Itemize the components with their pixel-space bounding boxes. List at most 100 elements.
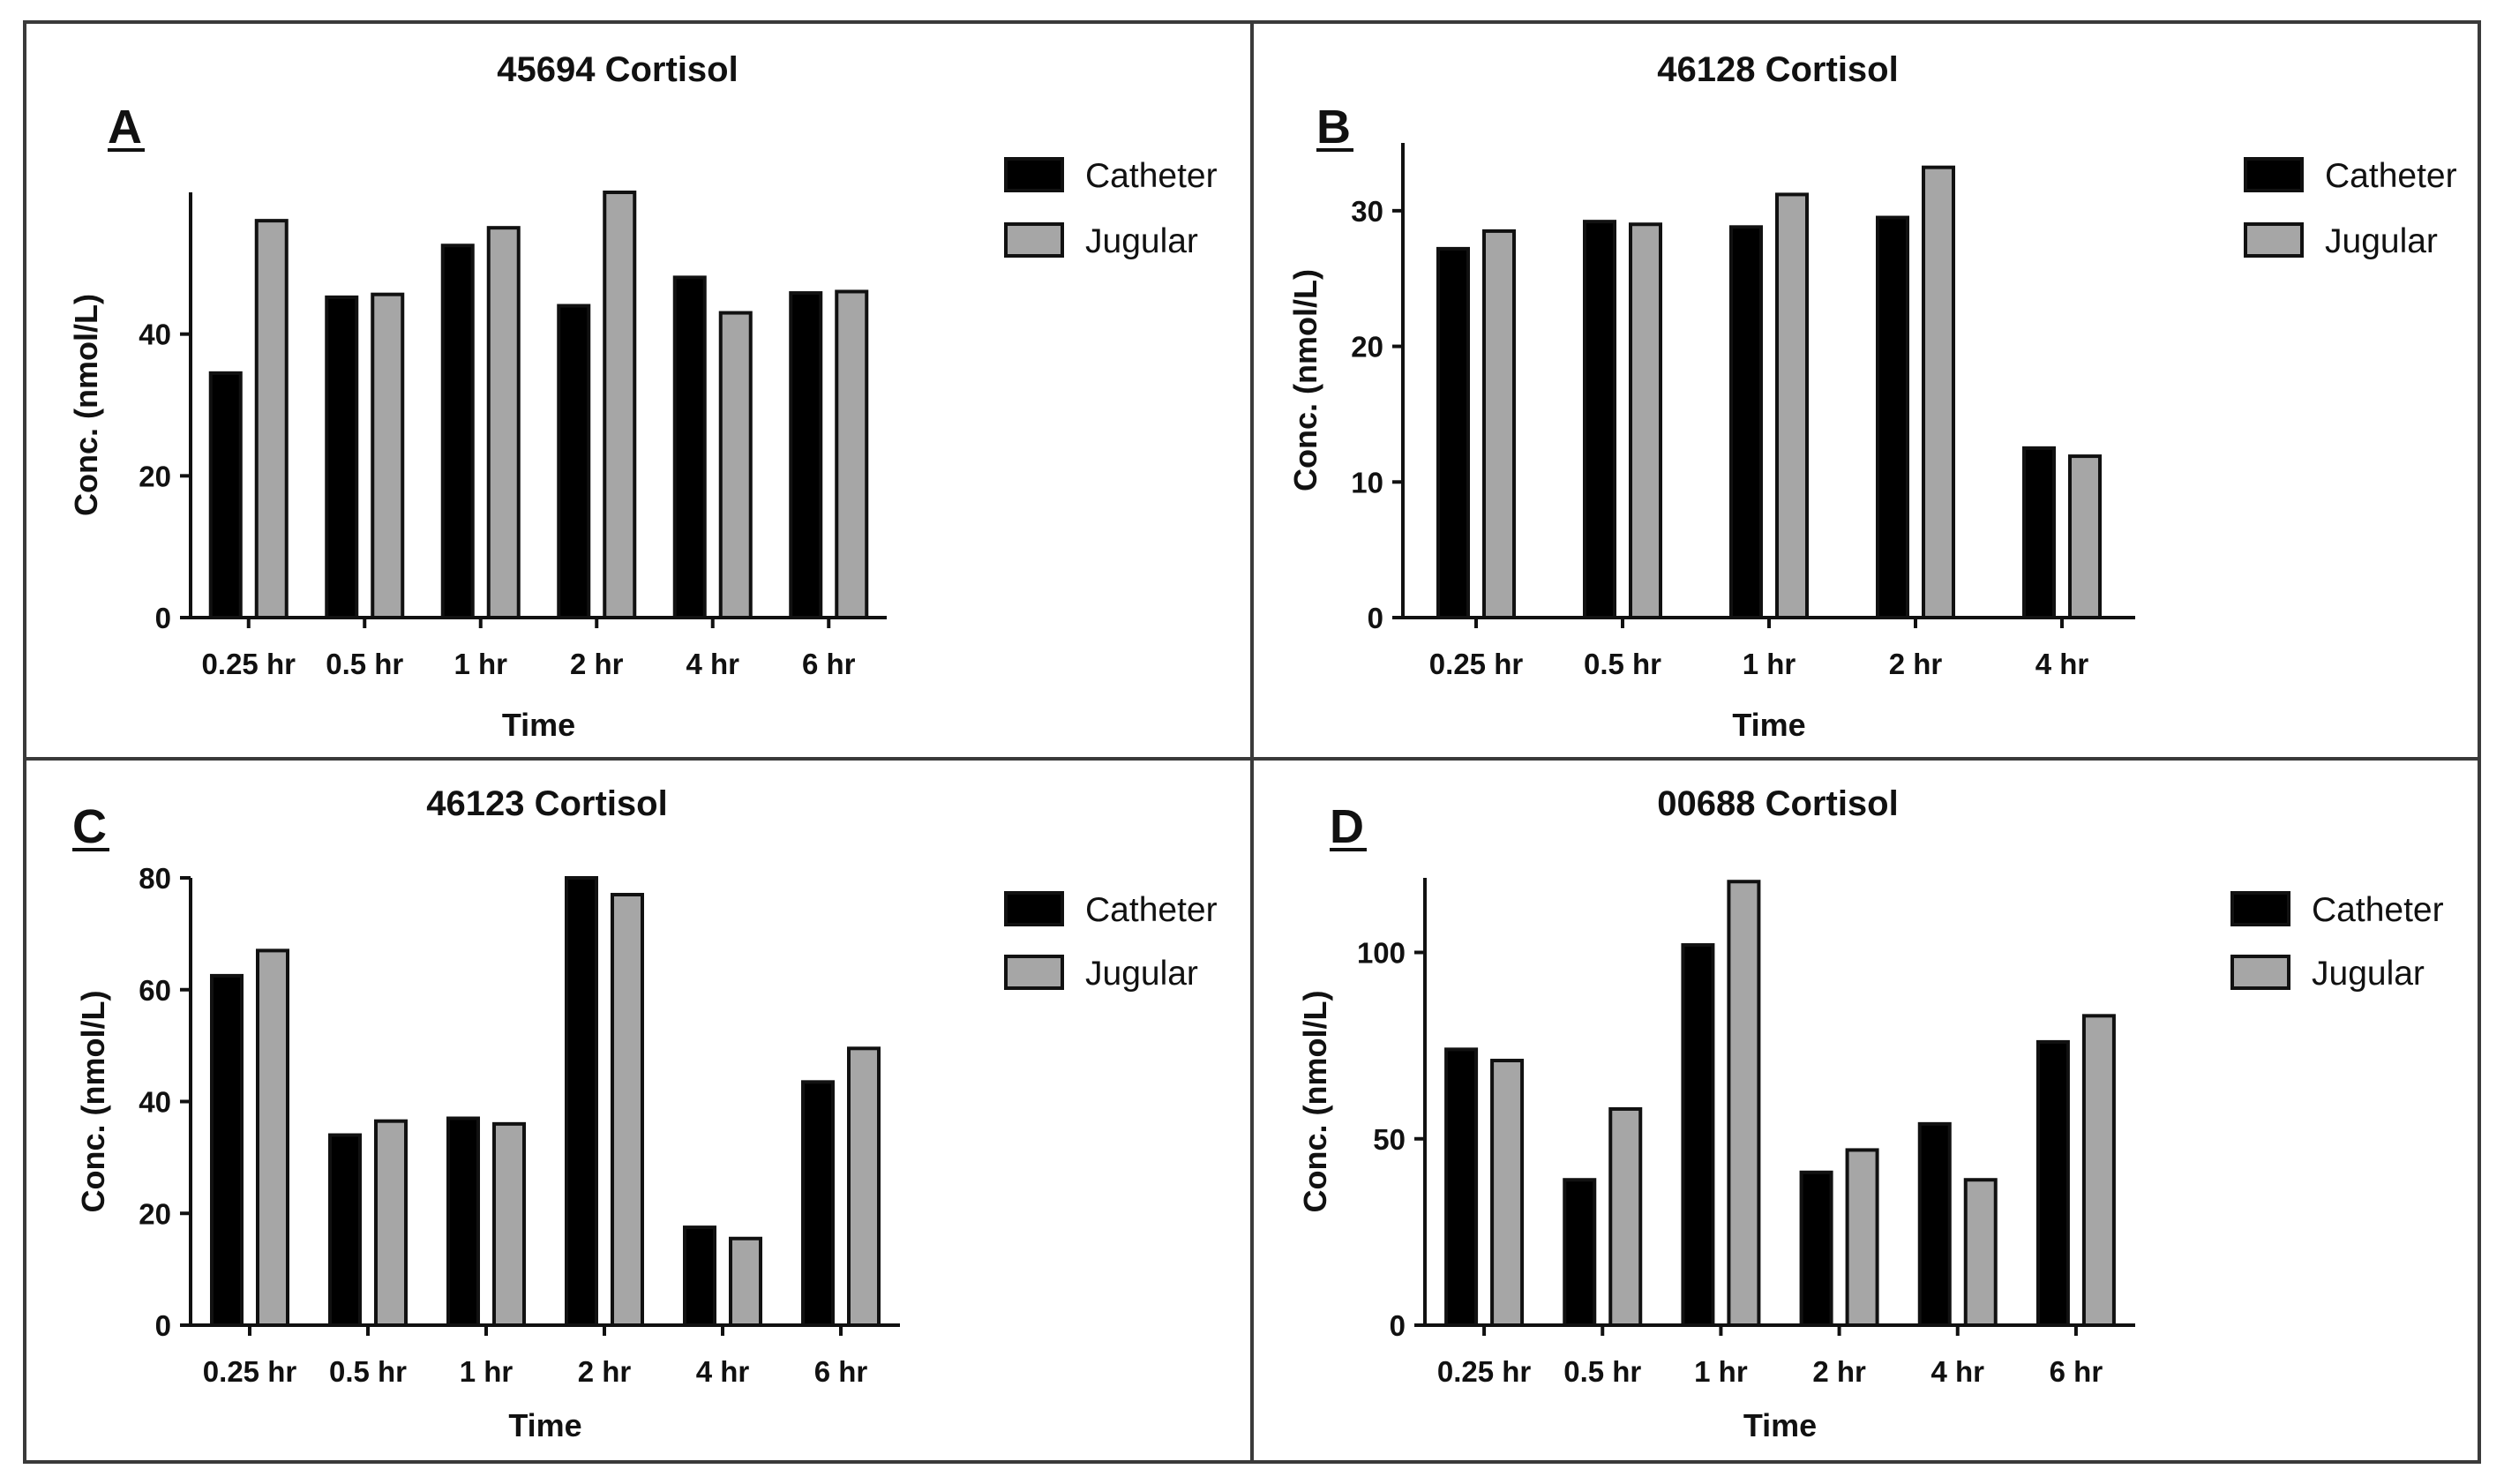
bar-catheter-6-hr: [2035, 1039, 2070, 1328]
bar-catheter-2-hr: [557, 304, 591, 619]
bar-jugular-0-25-hr: [1482, 229, 1516, 619]
y-tick-label: 20: [139, 1197, 171, 1230]
x-tick-label: 0.5 hr: [329, 1355, 407, 1388]
x-tick-label: 4 hr: [1930, 1355, 1984, 1388]
legend-label-jugular: Jugular: [2312, 955, 2425, 993]
legend-swatch-catheter: [2244, 157, 2304, 192]
bar-catheter-0-25-hr: [1444, 1047, 1479, 1327]
x-tick-label: 0.5 hr: [1584, 648, 1661, 680]
bar-catheter-4-hr: [1917, 1121, 1952, 1327]
bar-jugular-1-hr: [486, 226, 521, 619]
bar-jugular-4-hr: [729, 1236, 762, 1328]
panel-letter: A: [108, 101, 142, 154]
x-tick-label: 1 hr: [454, 648, 507, 680]
y-tick-label: 20: [1351, 331, 1383, 364]
legend-label-catheter: Catheter: [1085, 891, 1218, 929]
bar-jugular-6-hr: [847, 1046, 881, 1327]
bar-catheter-2-hr: [565, 876, 598, 1327]
bar-catheter-0-25-hr: [208, 371, 243, 619]
bar-jugular-6-hr: [2081, 1014, 2116, 1327]
panel-c: C 46123 Cortisol 0 20 40 60 80 0.25 hr 0.5 hr 1 h…: [72, 784, 1218, 1443]
bar-catheter-0-25-hr: [210, 973, 244, 1327]
legend-label-jugular: Jugular: [1085, 222, 1198, 260]
legend-swatch-jugular: [2244, 222, 2304, 258]
y-tick-label: 0: [1368, 602, 1383, 634]
y-tick-label: 20: [139, 460, 171, 492]
y-tick-label: 30: [1351, 195, 1383, 228]
legend-label-catheter: Catheter: [1085, 157, 1218, 195]
y-tick-label: 80: [139, 862, 171, 895]
x-tick-label: 6 hr: [802, 648, 856, 680]
bar-jugular-0-5-hr: [371, 292, 405, 619]
panel-a: A 45694 Cortisol 0 20 40 0.25 hr 0.5 hr 1 hr 2 h…: [68, 50, 1218, 743]
bar-jugular-1-hr: [1775, 192, 1809, 619]
y-tick-label: 40: [139, 1086, 171, 1119]
bar-catheter-2-hr: [1876, 215, 1909, 620]
y-tick-label: 0: [155, 602, 171, 634]
bar-jugular-4-hr: [2068, 454, 2102, 620]
x-tick-label: 0.5 hr: [1563, 1355, 1641, 1388]
y-tick-label: 0: [1390, 1309, 1406, 1342]
x-tick-label: 2 hr: [1889, 648, 1943, 680]
legend-label-jugular: Jugular: [2325, 222, 2438, 260]
y-tick-label: 40: [139, 319, 171, 351]
legend-label-catheter: Catheter: [2325, 157, 2457, 195]
bar-catheter-1-hr: [1729, 225, 1763, 619]
x-axis-label: Time: [1743, 1407, 1817, 1443]
bar-jugular-0-25-hr: [254, 219, 289, 619]
legend-swatch-catheter: [1004, 891, 1064, 926]
bar-jugular-6-hr: [835, 289, 869, 619]
bar-catheter-6-hr: [801, 1080, 835, 1327]
bar-catheter-0-5-hr: [328, 1133, 362, 1328]
chart-title: 00688 Cortisol: [1657, 784, 1898, 823]
x-tick-label: 0.5 hr: [326, 648, 403, 680]
x-tick-label: 1 hr: [1743, 648, 1796, 680]
bar-catheter-1-hr: [446, 1116, 480, 1327]
x-axis-label: Time: [1732, 707, 1805, 743]
y-tick-label: 50: [1373, 1123, 1406, 1156]
x-tick-label: 1 hr: [460, 1355, 514, 1388]
bar-jugular-2-hr: [611, 893, 644, 1327]
x-tick-label: 6 hr: [814, 1355, 868, 1388]
y-tick-label: 0: [155, 1309, 171, 1342]
x-tick-label: 2 hr: [570, 648, 624, 680]
legend-swatch-catheter: [2230, 891, 2290, 926]
x-tick-label: 2 hr: [1812, 1355, 1866, 1388]
y-tick-label: 100: [1357, 937, 1406, 970]
bar-jugular-4-hr: [718, 311, 753, 619]
x-tick-label: 0.25 hr: [202, 648, 296, 680]
bar-jugular-0-5-hr: [1608, 1106, 1643, 1327]
legend-swatch-jugular: [2230, 955, 2290, 990]
x-tick-label: 4 hr: [2035, 648, 2089, 680]
bar-jugular-0-5-hr: [374, 1119, 408, 1328]
bar-catheter-4-hr: [2022, 446, 2056, 619]
x-tick-label: 0.25 hr: [1437, 1355, 1532, 1388]
bar-jugular-4-hr: [1963, 1178, 1998, 1327]
panel-b: B 46128 Cortisol 0 10 20 30 0.25 hr 0.5 hr 1 hr 2…: [1287, 50, 2457, 743]
bar-catheter-6-hr: [789, 291, 823, 619]
bar-catheter-1-hr: [1681, 943, 1715, 1328]
bar-jugular-2-hr: [603, 191, 637, 619]
x-tick-label: 0.25 hr: [1429, 648, 1524, 680]
x-tick-label: 0.25 hr: [203, 1355, 297, 1388]
x-tick-label: 4 hr: [696, 1355, 750, 1388]
bar-catheter-0-5-hr: [325, 295, 359, 619]
y-tick-label: 60: [139, 974, 171, 1007]
panel-letter: C: [72, 800, 107, 853]
x-tick-label: 6 hr: [2050, 1355, 2103, 1388]
bar-jugular-0-25-hr: [1490, 1059, 1525, 1328]
legend-swatch-catheter: [1004, 157, 1064, 192]
bar-catheter-2-hr: [1799, 1170, 1833, 1328]
bar-jugular-0-25-hr: [256, 948, 289, 1327]
bar-jugular-1-hr: [492, 1121, 526, 1327]
y-axis-label: Conc. (nmol/L): [1297, 991, 1333, 1213]
legend-swatch-jugular: [1004, 222, 1064, 258]
bar-jugular-1-hr: [1727, 880, 1761, 1327]
legend-label-jugular: Jugular: [1085, 955, 1198, 993]
panel-d: D 00688 Cortisol 0 50 100 0.25 hr 0.5 hr 1 hr 2 …: [1297, 784, 2444, 1443]
legend-swatch-jugular: [1004, 955, 1064, 990]
y-axis-label: Conc. (nmol/L): [68, 294, 104, 516]
y-tick-label: 10: [1351, 466, 1383, 498]
bar-jugular-2-hr: [1922, 165, 1955, 619]
